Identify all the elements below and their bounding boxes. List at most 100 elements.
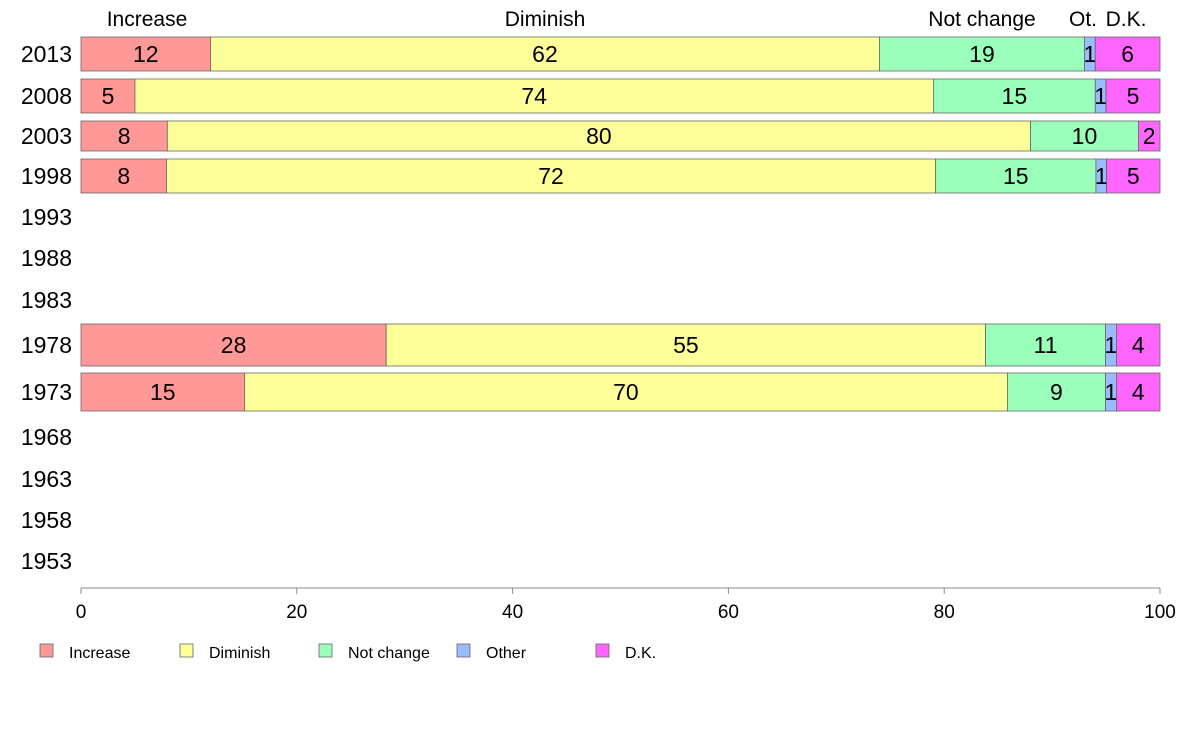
bar-segment-not-change-2008 bbox=[933, 78, 1096, 114]
top-label-ot: Ot. bbox=[1069, 8, 1097, 31]
x-tick-label-0: 0 bbox=[76, 602, 87, 623]
bar-row-1973: 15 70 9 1 4 bbox=[80, 372, 1161, 412]
data-label-d-k-1998: 5 bbox=[1127, 163, 1140, 189]
x-tick-label-40: 40 bbox=[502, 602, 523, 623]
legend-label-diminish: Diminish bbox=[209, 645, 270, 662]
year-label-1998: 1998 bbox=[21, 163, 72, 189]
year-label-1953: 1953 bbox=[21, 548, 72, 574]
bar-segment-increase-1973 bbox=[80, 372, 245, 412]
year-label-1968: 1968 bbox=[21, 424, 72, 450]
bar-segment-not-change-1998 bbox=[935, 158, 1097, 194]
data-label-not-change-1978: 11 bbox=[1034, 332, 1058, 358]
legend-swatch-not-change bbox=[318, 643, 333, 658]
x-tick-label-100: 100 bbox=[1144, 602, 1176, 623]
bars: 12 62 19 1 65 74 15 1 58 80 10 28 72 15 1 528 55 11 1 415 70… bbox=[80, 36, 1161, 412]
data-label-d-k-2003: 2 bbox=[1143, 123, 1156, 149]
legend-item-diminish: Diminish bbox=[179, 643, 270, 662]
bar-segment-diminish-1978 bbox=[385, 323, 987, 367]
top-label-d-k: D.K. bbox=[1106, 8, 1147, 31]
year-label-2003: 2003 bbox=[21, 123, 72, 149]
bar-segment-d-k-2008 bbox=[1105, 78, 1161, 114]
data-label-d-k-1978: 4 bbox=[1132, 332, 1145, 358]
data-label-increase-1973: 15 bbox=[150, 379, 176, 405]
legend: Increase Diminish Not change Other D.K. bbox=[39, 643, 656, 662]
bar-row-2003: 8 80 10 2 bbox=[80, 120, 1161, 152]
x-axis: 0 20 40 60 80 100 bbox=[76, 587, 1176, 623]
data-label-not-change-2008: 15 bbox=[1002, 83, 1028, 109]
top-labels: Increase Diminish Not change Ot. D.K. bbox=[107, 8, 1147, 31]
year-label-2008: 2008 bbox=[21, 83, 72, 109]
bar-segment-diminish-1973 bbox=[244, 372, 1008, 412]
bar-segment-not-change-1973 bbox=[1007, 372, 1106, 412]
data-label-d-k-1973: 4 bbox=[1132, 379, 1145, 405]
legend-label-other: Other bbox=[486, 645, 527, 662]
data-label-diminish-1978: 55 bbox=[673, 332, 699, 358]
data-label-not-change-2013: 19 bbox=[969, 41, 995, 67]
data-label-not-change-1998: 15 bbox=[1003, 163, 1029, 189]
legend-swatch-increase bbox=[39, 643, 54, 658]
bar-row-2008: 5 74 15 1 5 bbox=[80, 78, 1161, 114]
data-label-diminish-2003: 80 bbox=[586, 123, 612, 149]
data-label-d-k-2013: 6 bbox=[1121, 41, 1134, 67]
year-label-1973: 1973 bbox=[21, 379, 72, 405]
data-label-increase-2003: 8 bbox=[118, 123, 131, 149]
data-label-d-k-2008: 5 bbox=[1127, 83, 1140, 109]
bar-segment-diminish-1998 bbox=[166, 158, 937, 194]
bar-segment-increase-1978 bbox=[80, 323, 387, 367]
year-label-1963: 1963 bbox=[21, 466, 72, 492]
bar-segment-diminish-2008 bbox=[134, 78, 934, 114]
legend-swatch-diminish bbox=[179, 643, 194, 658]
legend-swatch-d-k bbox=[595, 643, 610, 658]
year-label-2013: 2013 bbox=[21, 41, 72, 67]
data-label-other-2013: 1 bbox=[1083, 41, 1096, 67]
legend-label-d-k: D.K. bbox=[625, 645, 656, 662]
data-label-increase-2013: 12 bbox=[133, 41, 159, 67]
data-label-increase-1998: 8 bbox=[117, 163, 130, 189]
data-label-diminish-1998: 72 bbox=[538, 163, 564, 189]
bar-segment-d-k-2013 bbox=[1094, 36, 1161, 72]
bar-segment-increase-2013 bbox=[80, 36, 211, 72]
year-label-1988: 1988 bbox=[21, 245, 72, 271]
bar-segment-d-k-2003 bbox=[1138, 120, 1161, 152]
year-labels: 2013 2008 2003 1998 1993 1988 1983 1978 1973 1968… bbox=[21, 41, 72, 574]
bar-segment-not-change-1978 bbox=[985, 323, 1106, 367]
data-label-other-1973: 1 bbox=[1105, 379, 1118, 405]
top-label-increase: Increase bbox=[107, 8, 188, 31]
legend-item-not-change: Not change bbox=[318, 643, 430, 662]
legend-item-increase: Increase bbox=[39, 643, 130, 662]
bar-segment-d-k-1998 bbox=[1106, 158, 1161, 194]
data-label-other-2008: 1 bbox=[1094, 83, 1107, 109]
data-label-increase-1978: 28 bbox=[221, 332, 247, 358]
data-label-diminish-2013: 62 bbox=[532, 41, 558, 67]
data-label-not-change-1973: 9 bbox=[1050, 379, 1063, 405]
bar-segment-not-change-2003 bbox=[1030, 120, 1139, 152]
top-label-diminish: Diminish bbox=[505, 8, 586, 31]
x-tick-label-80: 80 bbox=[934, 602, 955, 623]
data-label-not-change-2003: 10 bbox=[1072, 123, 1098, 149]
data-label-other-1978: 1 bbox=[1105, 332, 1118, 358]
bar-segment-increase-1998 bbox=[80, 158, 167, 194]
bar-segment-d-k-1973 bbox=[1116, 372, 1161, 412]
legend-item-d-k: D.K. bbox=[595, 643, 656, 662]
year-label-1983: 1983 bbox=[21, 287, 72, 313]
bar-row-1978: 28 55 11 1 4 bbox=[80, 323, 1161, 367]
data-label-other-1998: 1 bbox=[1095, 163, 1108, 189]
top-label-not-change: Not change bbox=[928, 8, 1035, 31]
data-label-increase-2008: 5 bbox=[102, 83, 115, 109]
x-tick-label-60: 60 bbox=[718, 602, 739, 623]
legend-swatch-other bbox=[456, 643, 471, 658]
year-label-1993: 1993 bbox=[21, 204, 72, 230]
year-label-1978: 1978 bbox=[21, 332, 72, 358]
legend-label-not-change: Not change bbox=[348, 645, 430, 662]
year-label-1958: 1958 bbox=[21, 507, 72, 533]
data-label-diminish-2008: 74 bbox=[521, 83, 547, 109]
bar-row-1998: 8 72 15 1 5 bbox=[80, 158, 1161, 194]
bar-segment-not-change-2013 bbox=[879, 36, 1085, 72]
x-tick-label-20: 20 bbox=[286, 602, 307, 623]
bar-segment-increase-2003 bbox=[80, 120, 168, 152]
bar-row-2013: 12 62 19 1 6 bbox=[80, 36, 1161, 72]
bar-segment-d-k-1978 bbox=[1116, 323, 1161, 367]
legend-item-other: Other bbox=[456, 643, 527, 662]
bar-segment-increase-2008 bbox=[80, 78, 136, 114]
